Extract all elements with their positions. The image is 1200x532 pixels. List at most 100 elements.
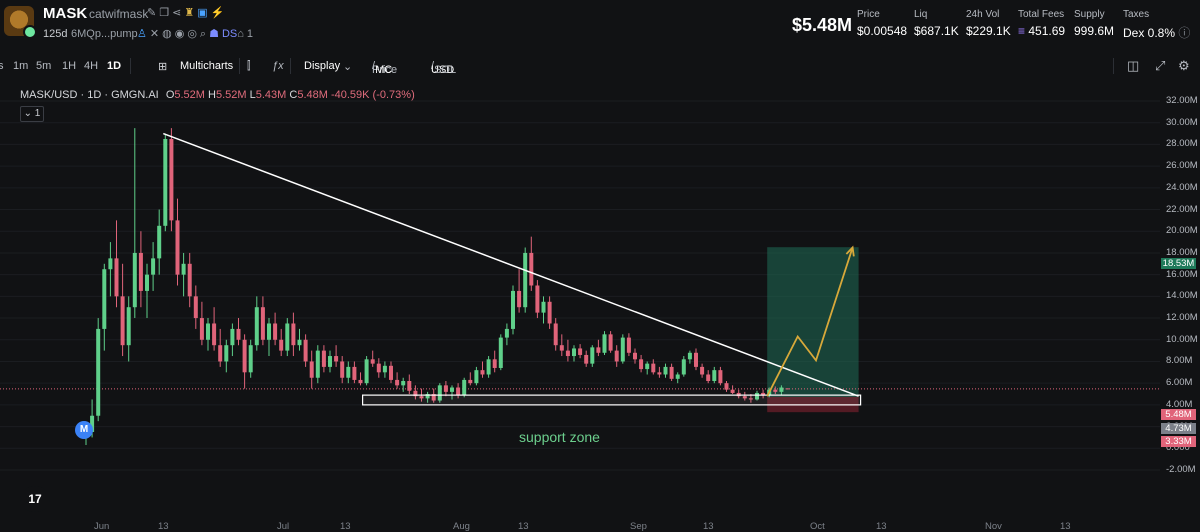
camera-icon[interactable]: ◫ [1127, 58, 1140, 73]
candle-body [602, 334, 607, 353]
candle-body [309, 361, 314, 378]
currency-toggle[interactable]: USD / SOL [431, 60, 457, 76]
sol-option[interactable]: SOL [434, 64, 457, 76]
copy-icon[interactable]: ❐ [159, 7, 173, 19]
candle-body [785, 388, 790, 390]
candle-body [517, 290, 522, 308]
y-tick-label: 20.00M [1166, 225, 1198, 237]
divider [239, 58, 240, 74]
price-mc-toggle[interactable]: Price / MC [372, 60, 398, 76]
stat-supply: Supply 999.6M [1074, 9, 1114, 38]
globe-icon[interactable]: ◍ [162, 28, 175, 40]
search-icon[interactable]: ⌕ [199, 28, 210, 40]
telegram-icon[interactable]: ◉ [174, 28, 188, 40]
candle-body [132, 252, 137, 308]
candle-body [389, 365, 393, 380]
candle-type-icon[interactable]: ⫿ [247, 60, 251, 72]
candle-body [645, 363, 650, 370]
candle-body [639, 359, 644, 370]
holders-icon[interactable]: ⌂ [237, 28, 247, 40]
interval-5m[interactable]: 5m [36, 60, 52, 72]
candle-body [425, 394, 430, 399]
candle-body [352, 366, 357, 380]
collapse-legend-button[interactable]: ⌄ 1 [20, 106, 44, 122]
verified-icon[interactable]: ▣ [197, 7, 211, 19]
indicators-icon[interactable]: ƒx [272, 60, 284, 72]
contract-address[interactable]: 6MQp...pump [71, 28, 138, 40]
stat-label: 24h Vol [966, 9, 1000, 20]
tradingview-logo[interactable]: 17 [20, 486, 50, 512]
candle-body [498, 337, 503, 368]
y-tick-label: 32.00M [1166, 95, 1198, 106]
price-badge: 4.73M [1161, 423, 1196, 434]
y-tick-label: 26.00M [1166, 160, 1198, 172]
stat-value: $229.1K [966, 24, 1011, 38]
multicharts-button[interactable]: Multicharts [180, 60, 234, 72]
projection-arrowhead [845, 245, 855, 257]
chef-hat-icon[interactable]: ♜ [184, 7, 198, 19]
stat-label: Supply [1074, 9, 1105, 20]
candle-body [303, 339, 308, 362]
candle-body [437, 385, 442, 401]
person-icon[interactable]: ♙ [137, 28, 150, 40]
interval-seconds[interactable]: s [0, 60, 4, 72]
ds-icon[interactable]: ☗ [209, 28, 222, 40]
candle-body [187, 263, 192, 297]
candle-body [755, 392, 759, 400]
legend-chip-count: 1 [34, 108, 41, 119]
candle-body [724, 383, 729, 390]
candle-body [474, 370, 479, 384]
candle-body [559, 345, 564, 351]
x-tick-label: Oct [810, 521, 825, 532]
migration-marker[interactable]: M [75, 421, 93, 439]
display-button[interactable]: Display [304, 60, 341, 72]
candle-body [620, 337, 625, 362]
candle-body [199, 318, 204, 340]
market-cap: $5.48M [792, 15, 853, 35]
candle-body [370, 359, 375, 364]
y-tick-label: 24.00M [1166, 181, 1198, 193]
x-tick-label: Nov [985, 521, 1002, 532]
candlestick-chart[interactable] [0, 80, 1200, 530]
candle-body [242, 339, 247, 373]
pump-icon[interactable]: ◎ [187, 28, 200, 40]
candle-body [694, 352, 698, 367]
price-option[interactable]: Price [372, 64, 398, 76]
candle-body [456, 387, 461, 396]
interval-1m[interactable]: 1m [13, 60, 29, 72]
mc-option[interactable]: MC [375, 64, 393, 76]
settings-icon[interactable]: ⚙ [1178, 58, 1190, 73]
stat-label: Price [857, 9, 880, 20]
info-icon[interactable]: ⓘ [1178, 26, 1191, 40]
y-tick-label: -2.00M [1166, 464, 1196, 475]
stat-total-fees: Total Fees ≡ 451.69 [1018, 9, 1065, 38]
candle-body [126, 307, 131, 346]
candle-body [431, 394, 436, 401]
candle-body [151, 258, 156, 275]
share-icon[interactable]: ⋖ [172, 7, 185, 19]
x-icon[interactable]: ✕ [149, 28, 163, 40]
edit-icon[interactable]: ✎ [147, 7, 160, 19]
ds-label[interactable]: DS [221, 28, 238, 40]
y-tick-label: 30.00M [1166, 116, 1198, 128]
candle-body [358, 379, 363, 384]
x-tick-label: Aug [453, 521, 470, 532]
candle-body [96, 328, 101, 416]
y-tick-label: 6.00M [1166, 377, 1193, 389]
token-avatar[interactable] [4, 6, 37, 39]
lightning-icon[interactable]: ⚡ [210, 7, 228, 19]
price-badge: 18.53M [1161, 258, 1196, 269]
interval-1d[interactable]: 1D [107, 60, 122, 72]
x-tick-label: Jun [94, 521, 110, 532]
header-action-icons[interactable]: ✎❐⋖♜▣⚡ [147, 6, 227, 19]
interval-1h[interactable]: 1H [62, 60, 77, 72]
fullscreen-icon[interactable]: ⤢ [1155, 58, 1166, 73]
add-chart-icon[interactable]: ⊞ [158, 61, 168, 73]
y-tick-label: 18.00M [1166, 246, 1198, 258]
candle-body [407, 381, 412, 391]
social-icons[interactable]: ♙✕◍◉◎⌕☗DS⌂1 [137, 27, 253, 41]
interval-4h[interactable]: 4H [84, 60, 99, 72]
stat-value: 999.6M [1074, 24, 1115, 38]
candle-body [334, 356, 339, 362]
usd-option[interactable]: USD [431, 64, 455, 76]
